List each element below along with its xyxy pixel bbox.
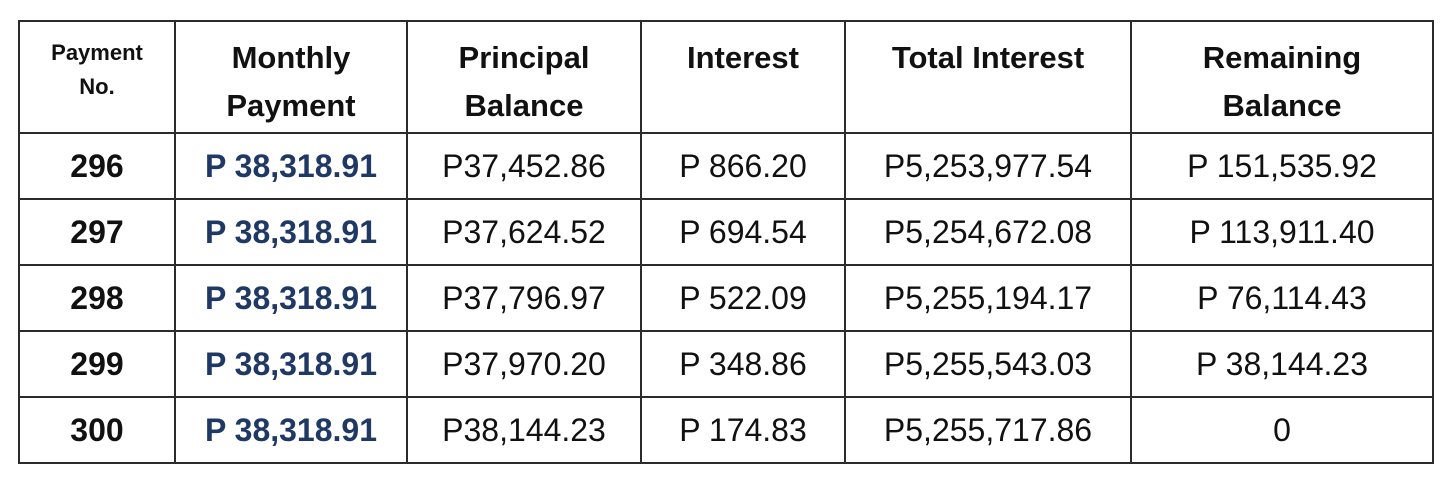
cell-monthly-payment: P 38,318.91 xyxy=(174,132,408,200)
table-body: 296 P 38,318.91 P37,452.86 P 866.20 P5,253,9… xyxy=(18,132,1434,464)
cell-total-interest: P5,255,717.86 xyxy=(844,396,1132,464)
cell-remaining-balance: P 113,911.40 xyxy=(1130,198,1434,266)
cell-monthly-payment: P 38,318.91 xyxy=(174,396,408,464)
table-row: 296 P 38,318.91 P37,452.86 P 866.20 P5,253,9… xyxy=(18,132,1434,200)
table-row: 298 P 38,318.91 P37,796.97 P 522.09 P5,255,1… xyxy=(18,264,1434,332)
cell-interest: P 348.86 xyxy=(640,330,846,398)
header-line: Remaining xyxy=(1202,40,1362,75)
header-monthly-payment: Monthly Payment xyxy=(174,20,408,134)
header-line: Payment xyxy=(51,40,143,65)
cell-remaining-balance: P 76,114.43 xyxy=(1130,264,1434,332)
cell-total-interest: P5,255,543.03 xyxy=(844,330,1132,398)
amortization-table-container: Payment No. Monthly Payment Principal Ba… xyxy=(18,20,1434,464)
header-interest: Interest xyxy=(640,20,846,134)
cell-interest: P 522.09 xyxy=(640,264,846,332)
cell-principal-balance: P37,452.86 xyxy=(406,132,642,200)
cell-interest: P 174.83 xyxy=(640,396,846,464)
header-row: Payment No. Monthly Payment Principal Ba… xyxy=(18,20,1434,134)
table-row: 297 P 38,318.91 P37,624.52 P 694.54 P5,254,6… xyxy=(18,198,1434,266)
cell-total-interest: P5,253,977.54 xyxy=(844,132,1132,200)
cell-principal-balance: P38,144.23 xyxy=(406,396,642,464)
header-line: Balance xyxy=(1222,88,1342,123)
cell-payment-no: 297 xyxy=(18,198,176,266)
cell-interest: P 866.20 xyxy=(640,132,846,200)
cell-payment-no: 299 xyxy=(18,330,176,398)
table-header: Payment No. Monthly Payment Principal Ba… xyxy=(18,20,1434,134)
header-principal-balance: Principal Balance xyxy=(406,20,642,134)
header-line: Balance xyxy=(464,88,584,123)
cell-remaining-balance: 0 xyxy=(1130,396,1434,464)
header-total-interest: Total Interest xyxy=(844,20,1132,134)
header-line: Interest xyxy=(687,40,799,75)
cell-payment-no: 296 xyxy=(18,132,176,200)
cell-payment-no: 300 xyxy=(18,396,176,464)
header-line: Principal xyxy=(458,40,590,75)
table-row: 300 P 38,318.91 P38,144.23 P 174.83 P5,255,7… xyxy=(18,396,1434,464)
header-line: No. xyxy=(79,74,115,99)
cell-total-interest: P5,254,672.08 xyxy=(844,198,1132,266)
cell-remaining-balance: P 38,144.23 xyxy=(1130,330,1434,398)
table-row: 299 P 38,318.91 P37,970.20 P 348.86 P5,255,5… xyxy=(18,330,1434,398)
cell-interest: P 694.54 xyxy=(640,198,846,266)
cell-monthly-payment: P 38,318.91 xyxy=(174,198,408,266)
cell-monthly-payment: P 38,318.91 xyxy=(174,330,408,398)
cell-payment-no: 298 xyxy=(18,264,176,332)
header-line: Total Interest xyxy=(891,40,1085,75)
cell-remaining-balance: P 151,535.92 xyxy=(1130,132,1434,200)
header-payment-no: Payment No. xyxy=(18,20,176,134)
header-line: Payment xyxy=(226,88,356,123)
cell-total-interest: P5,255,194.17 xyxy=(844,264,1132,332)
header-remaining-balance: Remaining Balance xyxy=(1130,20,1434,134)
cell-principal-balance: P37,624.52 xyxy=(406,198,642,266)
cell-principal-balance: P37,796.97 xyxy=(406,264,642,332)
amortization-table: Payment No. Monthly Payment Principal Ba… xyxy=(18,20,1434,464)
header-line: Monthly xyxy=(231,40,351,75)
cell-principal-balance: P37,970.20 xyxy=(406,330,642,398)
cell-monthly-payment: P 38,318.91 xyxy=(174,264,408,332)
